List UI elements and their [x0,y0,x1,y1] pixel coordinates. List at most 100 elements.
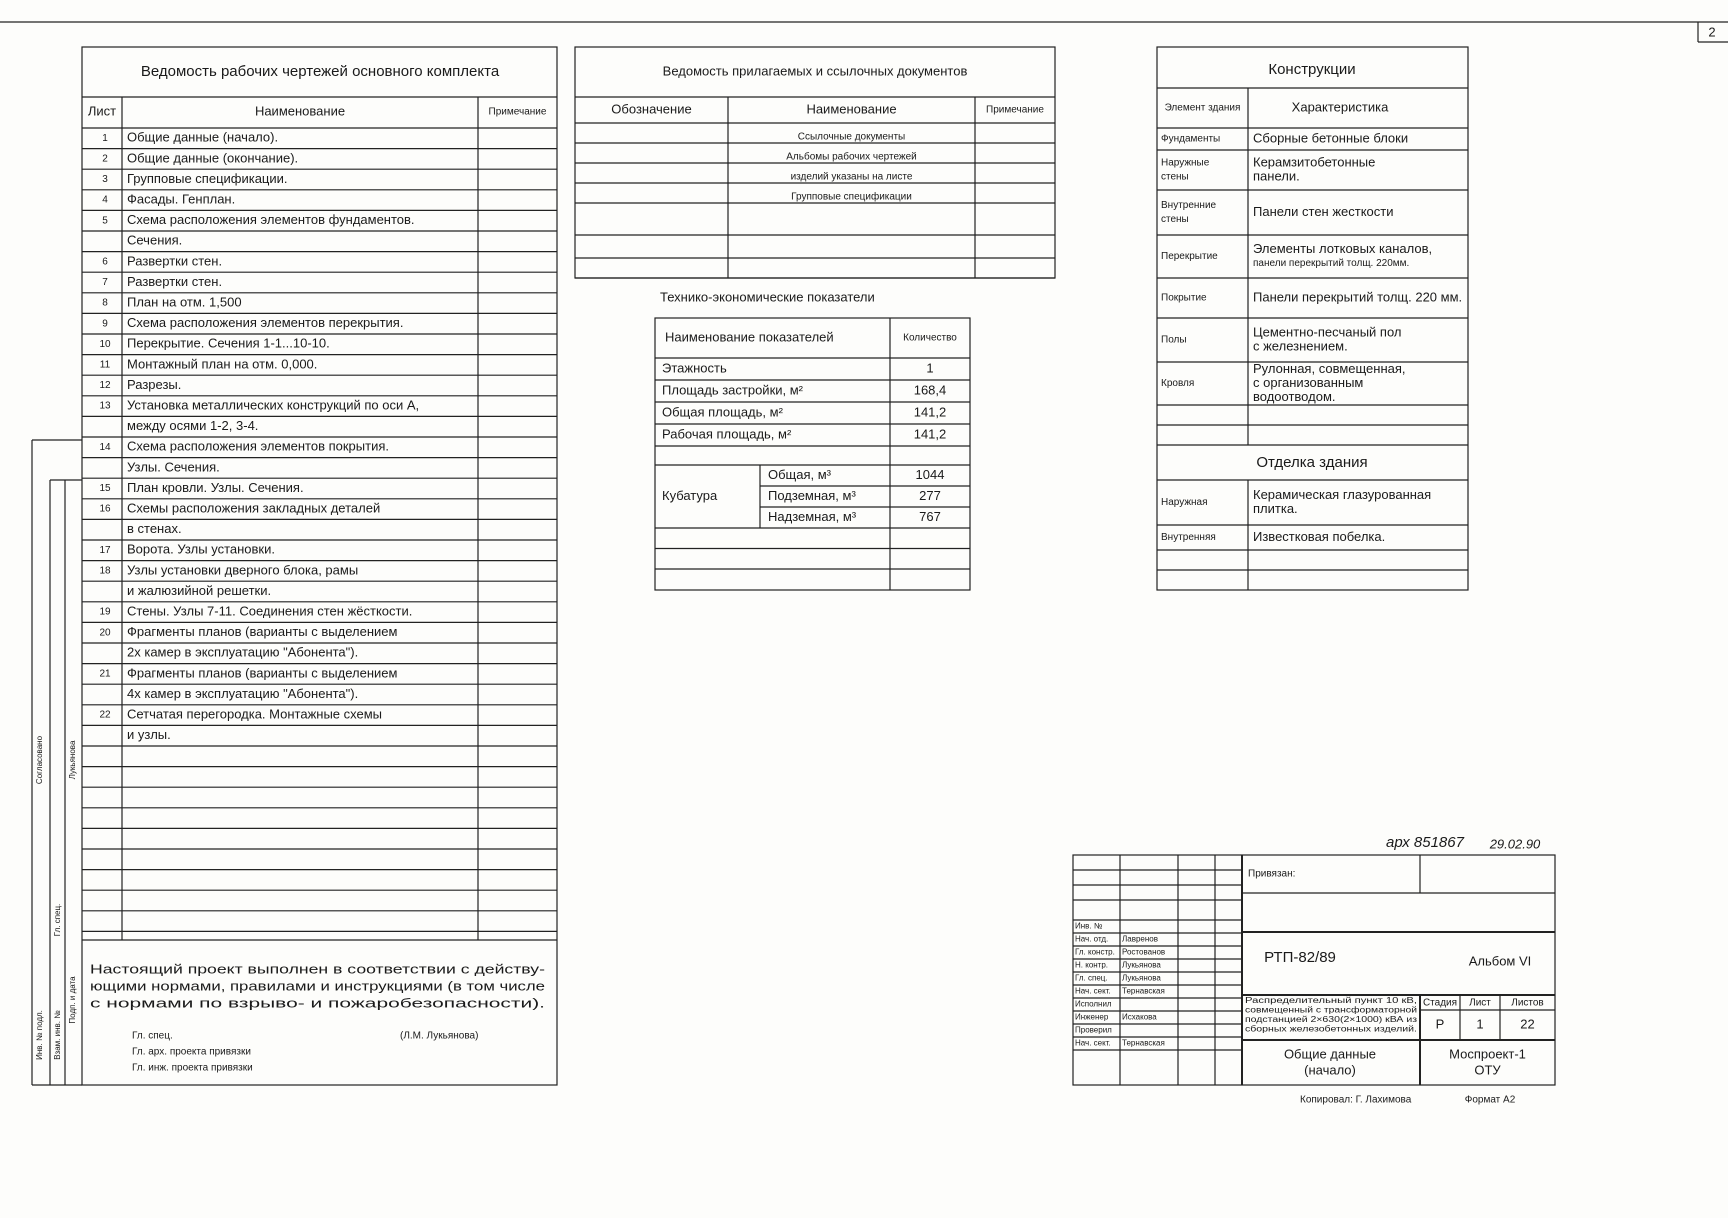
sheet-name: Развертки стен. [127,253,222,268]
margin-label: Подп. и дата [68,976,77,1024]
stage-header: Листов [1511,998,1544,1009]
sheet-number: 3 [102,174,108,185]
document-entry: Альбомы рабочих чертежей [786,151,916,163]
signature-role: Гл. арх. проекта привязки [132,1047,251,1058]
building-element: Наружная [1161,497,1208,508]
bound-label: Привязан: [1248,869,1295,880]
margin-label: Взам. инв. № [53,1010,62,1060]
note-text: с нормами по взрыво- и пожаробезопасност… [90,995,545,1010]
project-code: РТП-82/89 [1264,949,1336,966]
sheet-name: и узлы. [127,727,171,742]
staff-role: Нач. отд. [1075,935,1108,944]
characteristic: водоотводом. [1253,389,1336,404]
sheet-name: Монтажный план на отм. 0,000. [127,356,317,371]
sheet-number: 4 [102,195,108,206]
staff-role: Инженер [1075,1013,1109,1022]
sheet-name: Схемы расположения закладных деталей [127,501,380,516]
building-element: Перекрытие [1161,251,1218,262]
indicator-name: Общая площадь, м² [662,404,784,419]
margin-label: Лукьянова [68,740,77,779]
description: Распределительный пункт 10 кВ, [1245,996,1417,1005]
table-title: Технико-экономические показатели [660,289,875,304]
sheet-number: 14 [99,442,111,453]
characteristic: с организованным [1253,375,1363,390]
sheet-number: 2 [102,154,108,165]
sheet-number: 21 [99,669,111,680]
indicator-name: Рабочая площадь, м² [662,426,792,441]
indicator-group: Кубатура [662,488,718,503]
indicator-value: 141,2 [914,404,947,419]
sheet-name: Общие данные (начало). [127,130,278,145]
building-element: Фундаменты [1161,134,1220,145]
characteristic: Цементно-песчаный пол [1253,324,1401,339]
indicator-value: 1044 [916,467,945,482]
archive-number: арх 851867 [1386,834,1465,851]
sheet-name: между осями 1-2, 3-4. [127,418,258,433]
staff-role: Гл. констр. [1075,948,1115,957]
characteristic: панели. [1253,168,1300,183]
stage-header: Лист [1469,998,1491,1009]
staff-role: Гл. спец. [1075,974,1108,983]
document-entry: изделий указаны на листе [791,172,913,183]
indicator-value: 141,2 [914,426,947,441]
building-element: Кровля [1161,378,1194,389]
sheet-name: Установка металлических конструкций по о… [127,398,419,413]
staff-name: Ростованов [1122,948,1165,957]
characteristic: Сборные бетонные блоки [1253,130,1408,145]
staff-name: Лавренов [1122,935,1158,944]
building-element: Внутренние [1161,200,1217,211]
sheet-number: 19 [99,607,111,618]
staff-role: Нач. сект. [1075,1039,1111,1048]
sheet-name: Схема расположения элементов покрытия. [127,439,389,454]
sheet-name: Схема расположения элементов перекрытия. [127,315,403,330]
sheet-name: Разрезы. [127,377,181,392]
copied-by: Копировал: Г. Лахимова [1300,1095,1412,1106]
sheet-title: Общие данные [1284,1046,1376,1061]
sheet-name: Перекрытие. Сечения 1-1...10-10. [127,336,330,351]
sheet-name: План на отм. 1,500 [127,295,242,310]
sheet-number: 1 [102,133,108,144]
frame [81,46,558,1086]
column-header: Примечание [986,105,1044,116]
sheet-name: План кровли. Узлы. Сечения. [127,480,304,495]
frame [1072,854,1556,1086]
indicator-value: 767 [919,509,941,524]
sheet-number: 8 [102,298,108,309]
staff-role: Нач. сект. [1075,987,1111,996]
indicator-name: Надземная, м³ [768,509,857,524]
column-header: Примечание [489,107,547,118]
staff-name: Лукьянова [1122,961,1161,970]
sheet-name: Фрагменты планов (варианты с выделением [127,624,397,639]
sheet-name: Схема расположения элементов фундаментов… [127,212,415,227]
staff-role: Исполнил [1075,1000,1112,1009]
sheet-number: 20 [99,627,111,638]
stage-header: Стадия [1423,998,1457,1009]
table-title: Ведомость рабочих чертежей основного ком… [141,63,500,80]
staff-role: Инв. № [1075,922,1103,931]
building-element: Наружные [1161,158,1210,169]
sheet-number: 16 [99,504,111,515]
indicator-value: 168,4 [914,382,947,397]
sheet-name: Сечения. [127,233,182,248]
building-element: Внутренняя [1161,532,1216,543]
column-header: Количество [903,333,957,344]
sheet-number: 13 [99,401,111,412]
indicator-value: 277 [919,488,941,503]
sheet-name: Общие данные (окончание). [127,150,298,165]
sheet-name: Ворота. Узлы установки. [127,542,275,557]
column-header: Наименование [255,103,345,118]
sheet-number: 17 [99,545,111,556]
description: совмещенный с трансформаторной [1245,1006,1417,1015]
stage-value: 22 [1520,1016,1534,1031]
sheet-number: 12 [99,380,111,391]
sheet-name: Развертки стен. [127,274,222,289]
sheet-number: 6 [102,257,108,268]
signature-name: (Л.М. Лукьянова) [400,1031,478,1042]
sheet-name: Фрагменты планов (варианты с выделением [127,665,397,680]
characteristic: Керамическая глазурованная [1253,487,1431,502]
sheet-name: Групповые спецификации. [127,171,288,186]
sheet-number: 11 [100,360,111,371]
indicator-name: Подземная, м³ [768,488,856,503]
